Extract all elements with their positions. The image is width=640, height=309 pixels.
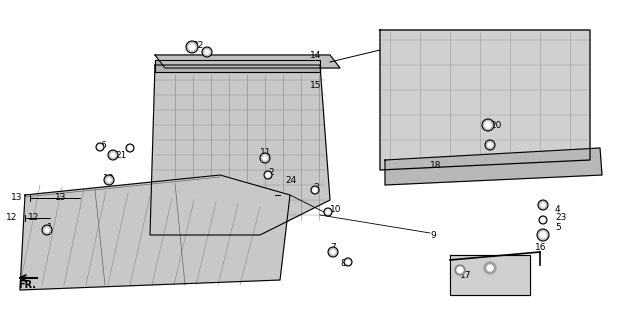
Circle shape — [104, 175, 114, 185]
Text: 23: 23 — [555, 214, 566, 222]
Circle shape — [313, 188, 317, 192]
Text: 2: 2 — [268, 167, 274, 176]
Polygon shape — [155, 60, 320, 72]
Text: 12: 12 — [28, 214, 40, 222]
Text: 21: 21 — [115, 150, 126, 159]
Circle shape — [326, 210, 330, 214]
Circle shape — [260, 153, 270, 163]
Circle shape — [487, 265, 493, 271]
Circle shape — [205, 50, 209, 54]
Text: 22: 22 — [192, 40, 204, 49]
Text: 13: 13 — [55, 193, 67, 202]
Circle shape — [455, 265, 465, 275]
Circle shape — [126, 144, 134, 152]
Text: 9: 9 — [430, 231, 436, 239]
Circle shape — [540, 232, 546, 238]
Text: 16: 16 — [535, 243, 547, 252]
Circle shape — [331, 250, 335, 254]
Circle shape — [485, 122, 491, 128]
Circle shape — [264, 171, 272, 179]
Text: 8: 8 — [340, 259, 346, 268]
Text: 13: 13 — [10, 193, 22, 202]
Polygon shape — [450, 255, 530, 295]
Polygon shape — [155, 55, 340, 68]
Circle shape — [344, 258, 352, 266]
Polygon shape — [380, 30, 590, 170]
Circle shape — [107, 178, 111, 182]
Circle shape — [111, 153, 115, 157]
Text: 15: 15 — [310, 81, 321, 90]
Text: 6: 6 — [100, 141, 106, 150]
Text: 18: 18 — [430, 160, 442, 170]
Text: 7: 7 — [330, 243, 336, 252]
Circle shape — [539, 216, 547, 224]
Circle shape — [186, 41, 198, 53]
Circle shape — [541, 218, 545, 222]
Circle shape — [484, 262, 496, 274]
Circle shape — [328, 247, 338, 257]
Circle shape — [45, 228, 49, 232]
Circle shape — [189, 44, 195, 50]
Circle shape — [346, 260, 350, 264]
Text: 4: 4 — [555, 205, 561, 214]
Polygon shape — [20, 175, 290, 290]
Circle shape — [266, 173, 270, 177]
Polygon shape — [385, 148, 602, 185]
Circle shape — [98, 145, 102, 149]
Circle shape — [263, 156, 267, 160]
Circle shape — [128, 146, 132, 150]
Circle shape — [538, 200, 548, 210]
Circle shape — [42, 225, 52, 235]
Text: 3: 3 — [313, 184, 319, 193]
Circle shape — [485, 140, 495, 150]
Circle shape — [311, 186, 319, 194]
Circle shape — [96, 143, 104, 151]
Text: 17: 17 — [460, 270, 472, 280]
Text: 14: 14 — [310, 50, 321, 60]
Text: 20: 20 — [490, 121, 501, 129]
Text: 10: 10 — [330, 205, 342, 214]
Circle shape — [537, 229, 549, 241]
Polygon shape — [150, 65, 330, 235]
Circle shape — [457, 267, 463, 273]
Text: 24: 24 — [285, 176, 296, 184]
Circle shape — [202, 47, 212, 57]
Circle shape — [541, 203, 545, 207]
Text: 1: 1 — [47, 223, 52, 232]
Text: 12: 12 — [6, 214, 17, 222]
Circle shape — [488, 143, 492, 147]
Text: 5: 5 — [555, 223, 561, 232]
Circle shape — [108, 150, 118, 160]
Text: 19: 19 — [103, 173, 115, 183]
Text: 11: 11 — [260, 147, 271, 156]
Text: FR.: FR. — [18, 280, 36, 290]
Circle shape — [482, 119, 494, 131]
Circle shape — [324, 208, 332, 216]
